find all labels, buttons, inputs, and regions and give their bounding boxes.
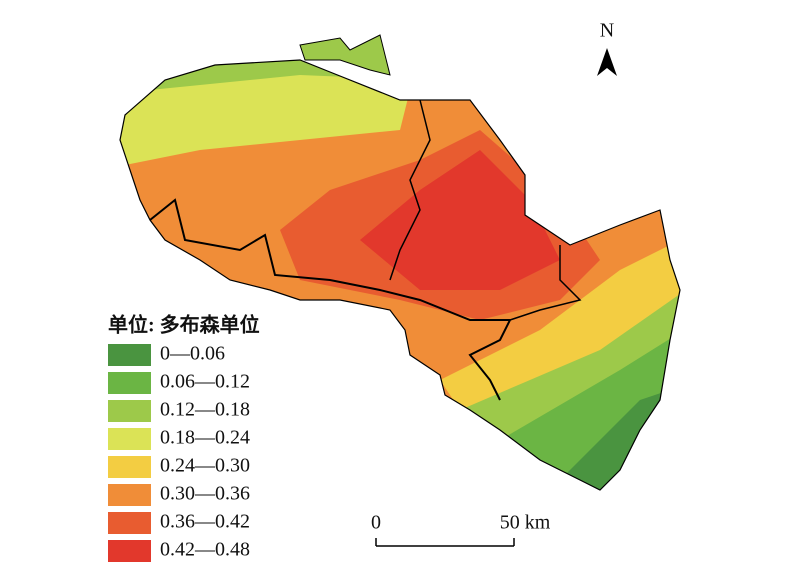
boundary — [389, 99, 431, 281]
legend-swatch — [108, 484, 151, 506]
island — [299, 34, 391, 76]
legend-label: 0.18—0.24 — [160, 427, 250, 449]
legend-label: 0.12—0.18 — [160, 399, 250, 421]
legend-label: 0.36—0.42 — [160, 511, 250, 533]
legend-swatch — [108, 400, 151, 422]
legend-label: 0—0.06 — [160, 343, 225, 365]
legend-swatch — [108, 456, 151, 478]
scale-start: 0 — [371, 512, 381, 534]
legend: 0—0.06 0.06—0.12 0.12—0.18 0.18—0.24 0.24—0.… — [108, 343, 250, 562]
legend-label: 0.24—0.30 — [160, 455, 250, 477]
boundary — [509, 245, 582, 321]
legend-title: 单位: 多布森单位 — [108, 313, 260, 337]
legend-label: 0.06—0.12 — [160, 371, 250, 393]
north-arrow — [597, 48, 617, 76]
map-outline — [119, 59, 681, 491]
scale-end: 50 km — [500, 512, 551, 534]
legend-swatch — [108, 372, 151, 394]
legend-swatch — [108, 540, 151, 562]
north-label: N — [600, 20, 614, 42]
boundary — [149, 198, 512, 401]
legend-swatch — [108, 512, 151, 534]
legend-label: 0.30—0.36 — [160, 483, 250, 505]
legend-swatch — [108, 428, 151, 450]
legend-label: 0.42—0.48 — [160, 539, 250, 561]
legend-swatch — [108, 344, 151, 366]
